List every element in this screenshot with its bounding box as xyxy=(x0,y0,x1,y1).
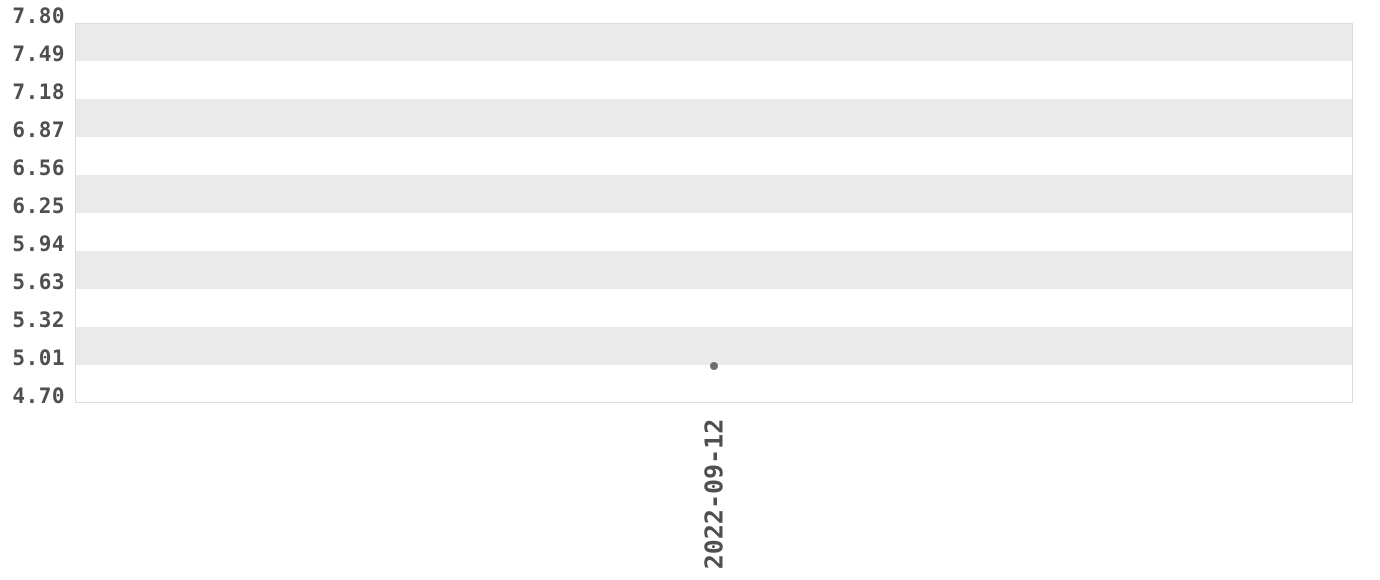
grid-band xyxy=(76,99,1352,137)
y-tick-label: 6.25 xyxy=(12,194,65,218)
grid-band xyxy=(76,137,1352,175)
y-tick-label: 7.80 xyxy=(12,4,65,28)
y-tick-label: 6.87 xyxy=(12,118,65,142)
y-tick-label: 6.56 xyxy=(12,156,65,180)
grid-band xyxy=(76,24,1352,61)
grid-band xyxy=(76,289,1352,327)
y-tick-label: 5.32 xyxy=(12,308,65,332)
grid-band xyxy=(76,251,1352,289)
data-point[interactable] xyxy=(710,362,718,371)
y-tick-label: 5.01 xyxy=(12,346,65,370)
y-tick-label: 5.94 xyxy=(12,232,65,256)
y-tick-label: 7.18 xyxy=(12,80,65,104)
grid-band xyxy=(76,61,1352,99)
y-tick-label: 5.63 xyxy=(12,270,65,294)
grid-band xyxy=(76,213,1352,251)
grid-band xyxy=(76,175,1352,213)
x-tick-label: 2022-09-12 xyxy=(699,418,729,570)
grid-band xyxy=(76,327,1352,365)
plot-area xyxy=(75,23,1353,403)
y-tick-label: 7.49 xyxy=(12,42,65,66)
grid-band xyxy=(76,365,1352,402)
y-tick-label: 4.70 xyxy=(12,384,65,408)
